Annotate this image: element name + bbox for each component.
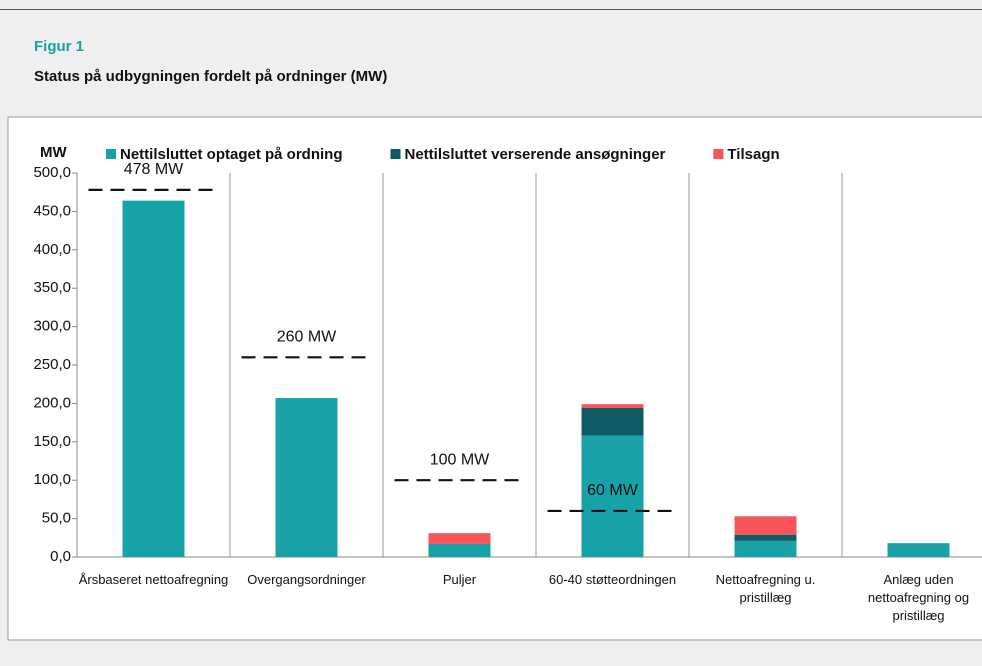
y-tick-label: 250,0: [33, 356, 71, 373]
legend-swatch: [390, 149, 401, 159]
bar-segment: [581, 435, 644, 557]
x-tick-label: Nettoafregning u. pristillæg: [715, 572, 816, 605]
bar-segment: [581, 408, 644, 436]
legend-label: Nettilsluttet verserende ansøgninger: [405, 146, 666, 163]
legend-label: Tilsagn: [727, 146, 779, 163]
target-label: 60 MW: [587, 482, 639, 499]
bar-segment: [428, 543, 491, 557]
chart-title: Status på udbygningen fordelt på ordning…: [34, 68, 388, 85]
y-tick-label: 150,0: [33, 433, 71, 450]
y-tick-label: 0,0: [50, 548, 71, 565]
x-tick-label: Overgangsordninger: [247, 572, 366, 587]
y-tick-label: 400,0: [33, 241, 71, 258]
y-tick-label: 100,0: [33, 471, 71, 488]
target-label: 478 MW: [124, 161, 184, 178]
target-label: 260 MW: [277, 329, 337, 346]
figure-label: Figur 1: [34, 38, 85, 55]
y-tick-label: 350,0: [33, 279, 71, 296]
bar-segment: [581, 404, 644, 409]
legend-label: Nettilsluttet optaget på ordning: [120, 146, 343, 163]
legend-swatch: [106, 149, 116, 159]
y-axis-label: MW: [40, 144, 67, 161]
bar-segment: [428, 533, 491, 544]
y-tick-label: 300,0: [33, 318, 71, 335]
y-tick-label: 200,0: [33, 394, 71, 411]
y-tick-label: 450,0: [33, 202, 71, 219]
bar-segment: [122, 200, 185, 557]
y-tick-label: 500,0: [33, 164, 71, 181]
x-tick-label: Puljer: [442, 572, 477, 587]
top-rule: [0, 9, 982, 10]
bar-segment: [734, 540, 797, 557]
x-tick-label: Årsbaseret nettoafregning: [78, 572, 229, 587]
target-label: 100 MW: [430, 451, 490, 468]
bar-segment: [275, 398, 338, 557]
x-tick-label: 60-40 støtteordningen: [548, 572, 677, 587]
y-tick-label: 50,0: [42, 510, 71, 527]
bar-segment: [734, 516, 797, 535]
bar-segment: [887, 543, 950, 557]
x-tick-label: Anlæg uden nettoafregning og pristillæg: [867, 572, 970, 623]
bar-segment: [734, 534, 797, 541]
legend-swatch: [713, 149, 724, 159]
